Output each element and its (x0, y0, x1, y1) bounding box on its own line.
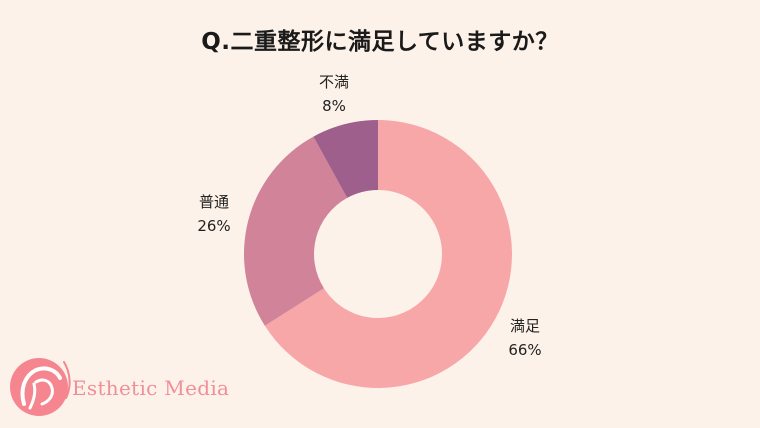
brand-logo-icon (10, 358, 71, 416)
slice-percent: 66% (508, 341, 542, 359)
slice-label-satisfied: 満足 66% (508, 314, 541, 362)
slice-label-dissatisfied: 不満 8% (319, 70, 349, 118)
slice-percent: 8% (322, 97, 346, 115)
donut-slice-2 (313, 120, 378, 198)
donut-slice-1 (243, 136, 348, 326)
slice-name: 不満 (318, 73, 350, 91)
slice-name: 満足 (509, 317, 540, 335)
chart-title: Q.二重整形に満足していますか？ (201, 29, 559, 55)
brand-name: Esthetic Media (72, 376, 230, 400)
slice-label-neutral: 普通 26% (197, 190, 230, 238)
slice-percent: 26% (197, 217, 231, 235)
donut-slice-0 (264, 120, 513, 388)
slice-name: 普通 (198, 193, 229, 211)
